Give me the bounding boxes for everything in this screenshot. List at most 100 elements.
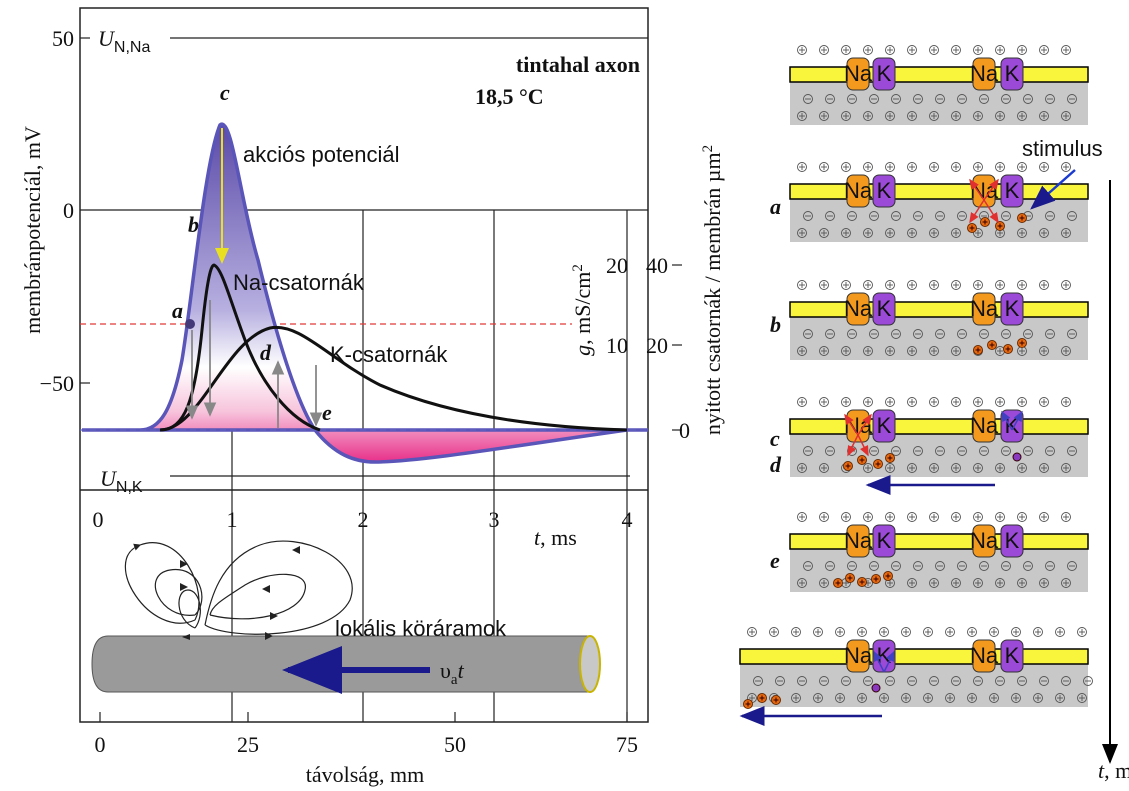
charge xyxy=(819,111,829,121)
charge xyxy=(935,561,945,571)
charge xyxy=(973,512,983,522)
channel-label: Na xyxy=(844,643,873,668)
channel-label: K xyxy=(877,296,892,321)
charge xyxy=(863,463,873,473)
charge xyxy=(797,228,807,238)
charge xyxy=(891,329,901,339)
distance-tick: 50 xyxy=(444,732,466,757)
charge xyxy=(753,676,763,686)
charge xyxy=(885,280,895,290)
k-channel xyxy=(872,174,896,208)
point-label: c xyxy=(220,80,230,105)
charge xyxy=(907,397,917,407)
charge xyxy=(907,162,917,172)
charge xyxy=(935,211,945,221)
n-tick: 40 xyxy=(646,253,668,278)
charge xyxy=(1017,45,1027,55)
membrane-panel: Na K Na KNa K Na KNa K Na KNa K Na KNa K Na KNa K Na Kabcd… xyxy=(739,45,1093,726)
stimulus-label: stimulus xyxy=(1022,136,1103,161)
charge xyxy=(1039,228,1049,238)
charge xyxy=(1067,446,1077,456)
y-tick: 0 xyxy=(63,198,74,223)
n-tick: 0 xyxy=(679,418,690,443)
charge xyxy=(813,693,823,703)
k-flux xyxy=(873,650,885,673)
k-channel xyxy=(872,57,896,91)
k-channel xyxy=(872,524,896,558)
charge xyxy=(929,578,939,588)
charge xyxy=(951,346,961,356)
k-flux xyxy=(883,650,895,673)
time-tick: 3 xyxy=(489,507,500,532)
superscript: 2 xyxy=(570,264,586,272)
charge xyxy=(957,94,967,104)
charge xyxy=(841,111,851,121)
distance-tick: 75 xyxy=(616,732,638,757)
charge xyxy=(885,111,895,121)
charge xyxy=(863,45,873,55)
charge xyxy=(1039,45,1049,55)
channel-label: K xyxy=(877,61,892,86)
charge xyxy=(1023,329,1033,339)
charge xyxy=(913,94,923,104)
charge xyxy=(819,512,829,522)
charge xyxy=(797,512,807,522)
charge xyxy=(1017,463,1027,473)
charge xyxy=(967,627,977,637)
charge xyxy=(951,45,961,55)
channel-label: K xyxy=(1005,413,1020,438)
charge xyxy=(769,627,779,637)
charge xyxy=(929,463,939,473)
na-channel xyxy=(846,57,870,91)
charge xyxy=(973,228,983,238)
point-label: e xyxy=(322,400,332,425)
charge xyxy=(1017,111,1027,121)
charge xyxy=(929,676,939,686)
charge xyxy=(1045,329,1055,339)
charge xyxy=(1055,627,1065,637)
distance-tick: 0 xyxy=(95,732,106,757)
charge xyxy=(995,512,1005,522)
temperature: 18,5 °C xyxy=(475,84,544,109)
charge xyxy=(819,463,829,473)
na-flux xyxy=(844,413,859,436)
charge xyxy=(1001,94,1011,104)
charge xyxy=(825,446,835,456)
stage-label: c xyxy=(770,426,780,451)
stage-label: a xyxy=(770,194,781,219)
na-channel xyxy=(972,524,996,558)
charge xyxy=(891,561,901,571)
charge xyxy=(973,280,983,290)
charge xyxy=(973,578,983,588)
charge xyxy=(1039,346,1049,356)
channel-label: K xyxy=(1005,178,1020,203)
charge xyxy=(1001,211,1011,221)
charge xyxy=(913,561,923,571)
charge xyxy=(929,111,939,121)
stage-label: b xyxy=(770,312,781,337)
channel-label: Na xyxy=(970,528,999,553)
na-channel xyxy=(972,639,996,673)
na-flux xyxy=(969,199,985,224)
charge xyxy=(1017,512,1027,522)
charge xyxy=(891,211,901,221)
charge xyxy=(885,676,895,686)
charge xyxy=(797,280,807,290)
n-tick: 20 xyxy=(646,333,668,358)
na-channel xyxy=(972,292,996,326)
charge xyxy=(803,446,813,456)
charge xyxy=(819,397,829,407)
velocity-label: υat xyxy=(440,658,465,688)
k-channel xyxy=(1000,57,1024,91)
na-channel xyxy=(846,292,870,326)
k-label: K-csatornák xyxy=(330,342,448,367)
charge xyxy=(1017,676,1027,686)
charge xyxy=(907,578,917,588)
frame xyxy=(79,7,649,723)
charge xyxy=(847,329,857,339)
channel-label: Na xyxy=(844,528,873,553)
charge xyxy=(835,693,845,703)
charge xyxy=(1045,94,1055,104)
charge xyxy=(951,280,961,290)
charge xyxy=(841,512,851,522)
